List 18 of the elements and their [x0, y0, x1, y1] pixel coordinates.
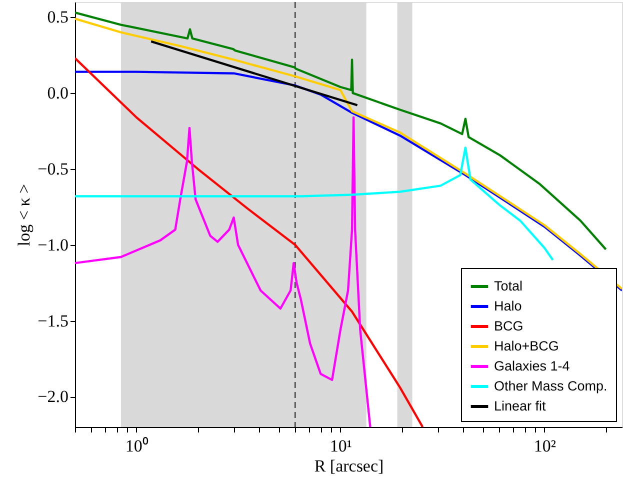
- legend-label: BCG: [494, 318, 524, 334]
- legend-label: Linear fit: [494, 398, 546, 414]
- x-tick-label: 10⁰: [125, 436, 148, 456]
- y-tick-label: −1.0: [38, 235, 68, 254]
- x-tick-label: 10²: [534, 436, 556, 456]
- y-tick-label: −2.0: [38, 387, 68, 406]
- y-tick-label: 0.0: [47, 84, 68, 103]
- x-axis-title: R [arcsec]: [314, 456, 384, 476]
- legend-label: Total: [494, 278, 523, 294]
- y-axis-title: log < κ >: [14, 184, 34, 246]
- y-tick-label: −1.5: [38, 311, 68, 330]
- legend-label: Galaxies 1-4: [494, 358, 570, 374]
- y-tick-label: −0.5: [38, 159, 68, 178]
- y-tick-label: 0.5: [47, 8, 68, 27]
- x-tick-label: 10¹: [330, 436, 352, 456]
- legend-label: Other Mass Comp.: [494, 378, 608, 394]
- legend-label: Halo: [494, 298, 522, 314]
- legend-label: Halo+BCG: [494, 338, 559, 354]
